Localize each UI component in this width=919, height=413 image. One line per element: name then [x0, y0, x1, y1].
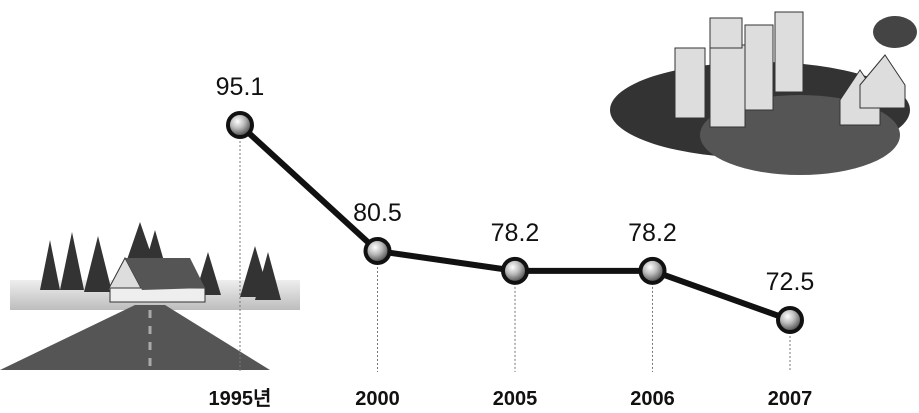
marker [776, 306, 804, 334]
x-tick-label: 2006 [630, 388, 675, 410]
city-scene [610, 11, 917, 175]
marker [363, 236, 392, 265]
x-tick-label: 2005 [493, 388, 538, 410]
marker [226, 111, 254, 139]
value-label: 80.5 [353, 199, 402, 227]
x-tick-label: 2007 [768, 388, 813, 410]
marker [501, 256, 529, 285]
country-scene [0, 222, 300, 370]
x-tick-label: 2000 [355, 388, 400, 410]
value-label: 78.2 [491, 219, 540, 247]
value-label: 95.1 [216, 73, 265, 101]
marker [638, 256, 667, 285]
plot-area: 95.1 80.5 78.2 78.2 72.5 1995년 2000 2005 2006 200… [209, 73, 815, 410]
x-tick-label: 1995년 [209, 387, 272, 410]
value-label: 72.5 [766, 268, 815, 296]
value-label: 78.2 [628, 219, 677, 247]
